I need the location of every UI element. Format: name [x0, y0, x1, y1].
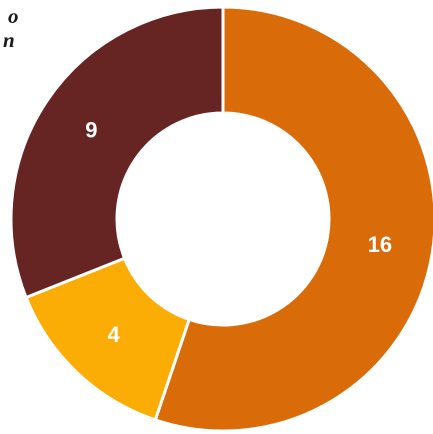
- chart-title-fragment: o n: [0, 0, 19, 56]
- donut-slice-1: [153, 5, 433, 433]
- donut-slices: [9, 5, 433, 433]
- title-fragment-line2: n: [3, 28, 15, 52]
- donut-slice-3: [9, 5, 225, 299]
- title-fragment-line1: o: [8, 4, 19, 28]
- slice-label-1: 16: [368, 232, 392, 257]
- slice-label-2: 4: [108, 322, 121, 347]
- slice-label-3: 9: [85, 117, 97, 142]
- donut-slice-2: [24, 256, 191, 422]
